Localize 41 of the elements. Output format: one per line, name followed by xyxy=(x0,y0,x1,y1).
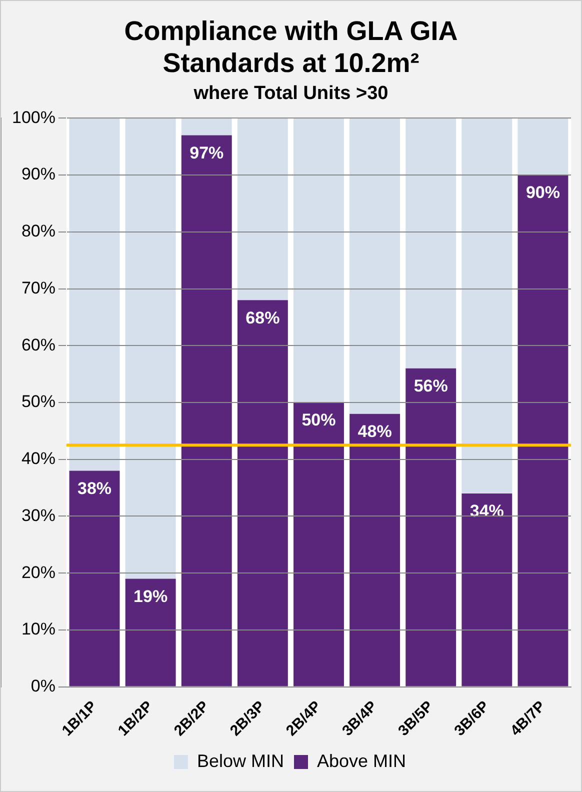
data-label: 48% xyxy=(358,422,392,442)
legend-label: Above MIN xyxy=(316,750,406,771)
chart-subtitle: where Total Units >30 xyxy=(192,83,390,105)
y-tick-label: 50% xyxy=(21,392,56,412)
y-tick-label: 100% xyxy=(12,108,56,127)
bar xyxy=(125,118,176,579)
bar xyxy=(237,300,288,686)
bar xyxy=(294,402,344,686)
y-tick-label: 40% xyxy=(21,449,56,468)
chart-title: Compliance with GLA GIA Standards at 10.2m² xyxy=(123,15,459,79)
bar xyxy=(294,118,344,402)
legend-label: Below MIN xyxy=(196,750,284,771)
bar xyxy=(237,118,288,300)
y-tick-label: 0% xyxy=(30,676,56,696)
bar xyxy=(181,118,232,136)
data-label: 97% xyxy=(190,143,224,162)
bar xyxy=(69,118,120,471)
bar xyxy=(181,135,232,686)
bar xyxy=(350,414,400,686)
bar xyxy=(462,118,512,494)
data-label: 50% xyxy=(302,410,336,430)
y-tick-label: 20% xyxy=(21,562,56,582)
bar xyxy=(125,578,176,686)
bar xyxy=(462,493,512,686)
y-tick-label: 80% xyxy=(21,222,56,241)
data-label: 38% xyxy=(77,478,112,498)
bar xyxy=(69,470,120,686)
y-tick-label: 70% xyxy=(21,278,56,298)
bar xyxy=(350,118,400,414)
bar xyxy=(518,175,568,686)
data-label: 90% xyxy=(526,183,560,202)
y-tick-label: 90% xyxy=(21,164,56,184)
y-tick-label: 10% xyxy=(21,620,56,639)
data-label: 19% xyxy=(134,586,168,606)
y-tick-label: 60% xyxy=(21,335,56,354)
data-label: 68% xyxy=(246,308,280,328)
bar xyxy=(406,368,456,686)
bar xyxy=(518,118,568,176)
bar xyxy=(406,118,456,368)
y-tick-label: 30% xyxy=(21,506,56,525)
data-label: 56% xyxy=(414,376,448,396)
